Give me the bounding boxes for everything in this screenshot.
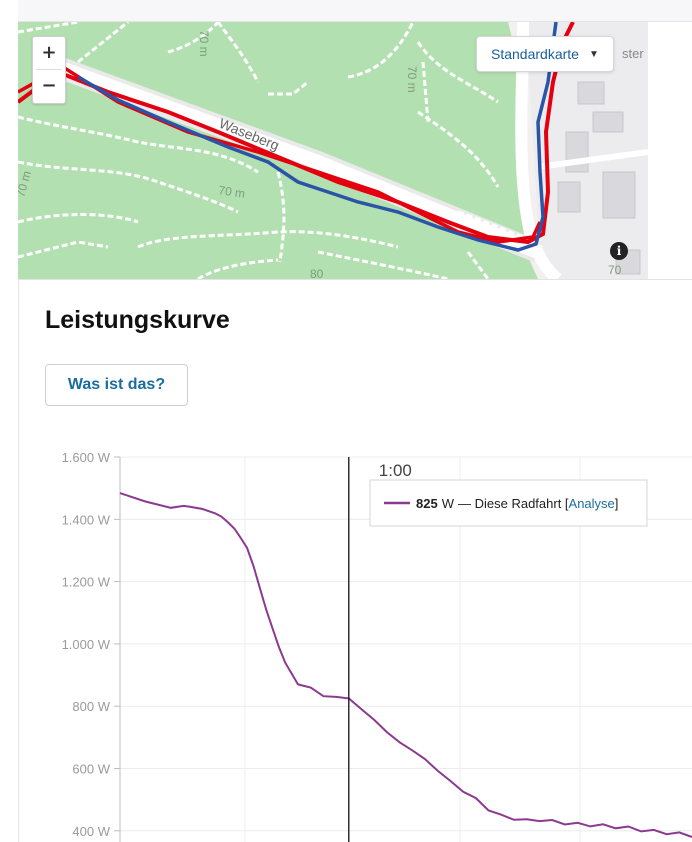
route-map[interactable]: 70 m 70 m 70 m 70 m 80 70 ster Waseberg … (18, 22, 648, 279)
divider (18, 279, 692, 280)
tooltip-bracket: ] (615, 496, 619, 511)
route-blue-segment (77, 22, 558, 252)
contour-label: 70 m (197, 30, 211, 57)
info-icon[interactable]: i (610, 242, 628, 260)
contour-label: 80 (310, 267, 324, 279)
map-style-label: Standardkarte (491, 46, 579, 62)
chart-tooltip: 825 W — Diese Radfahrt [Analyse] (369, 479, 648, 527)
tooltip-text: 825 W — Diese Radfahrt [Analyse] (416, 496, 618, 511)
y-tick-label: 800 W (72, 699, 110, 714)
zoom-out-button[interactable]: − (33, 70, 65, 102)
zoom-in-button[interactable]: + (33, 37, 65, 69)
y-tick-label: 600 W (72, 762, 110, 777)
tooltip-unit: W (442, 496, 455, 511)
top-bar (18, 0, 692, 22)
footpaths (18, 22, 524, 279)
y-axis-ticks: 1.600 W 1.400 W 1.200 W 1.000 W 800 W 600 W 40… (62, 450, 120, 839)
route-red-segment (18, 22, 575, 245)
map-edge-label: ster (622, 46, 644, 61)
power-curve-chart[interactable]: 1.600 W 1.400 W 1.200 W 1.000 W 800 W 600 W 40… (0, 430, 692, 842)
what-is-this-button[interactable]: Was ist das? (45, 364, 188, 406)
zoom-control: + − (32, 36, 66, 104)
content-left-border (18, 0, 19, 842)
power-curve-line (119, 492, 692, 838)
contour-label: 70 m (405, 66, 419, 93)
tooltip-analysis-link[interactable]: Analyse (569, 496, 615, 511)
y-tick-label: 1.600 W (62, 450, 111, 465)
caret-down-icon: ▼ (588, 48, 599, 60)
contour-label: 70 m (218, 183, 246, 201)
zoom-divider (36, 69, 62, 70)
contour-label: 70 (608, 263, 622, 277)
tooltip-value: 825 (416, 496, 438, 511)
tooltip-box (369, 479, 648, 527)
cursor-time-label: 1:00 (379, 461, 412, 480)
map-side-gap (648, 22, 692, 279)
y-tick-label: 400 W (72, 824, 110, 839)
y-tick-label: 1.400 W (62, 512, 111, 527)
y-tick-label: 1.200 W (62, 575, 111, 590)
section-title: Leistungskurve (45, 306, 230, 334)
y-tick-label: 1.000 W (62, 637, 111, 652)
map-canvas: 70 m 70 m 70 m 70 m 80 70 ster Waseberg (18, 22, 648, 279)
map-style-dropdown[interactable]: Standardkarte ▼ (476, 36, 614, 72)
tooltip-label: — Diese Radfahrt [ (458, 496, 569, 511)
